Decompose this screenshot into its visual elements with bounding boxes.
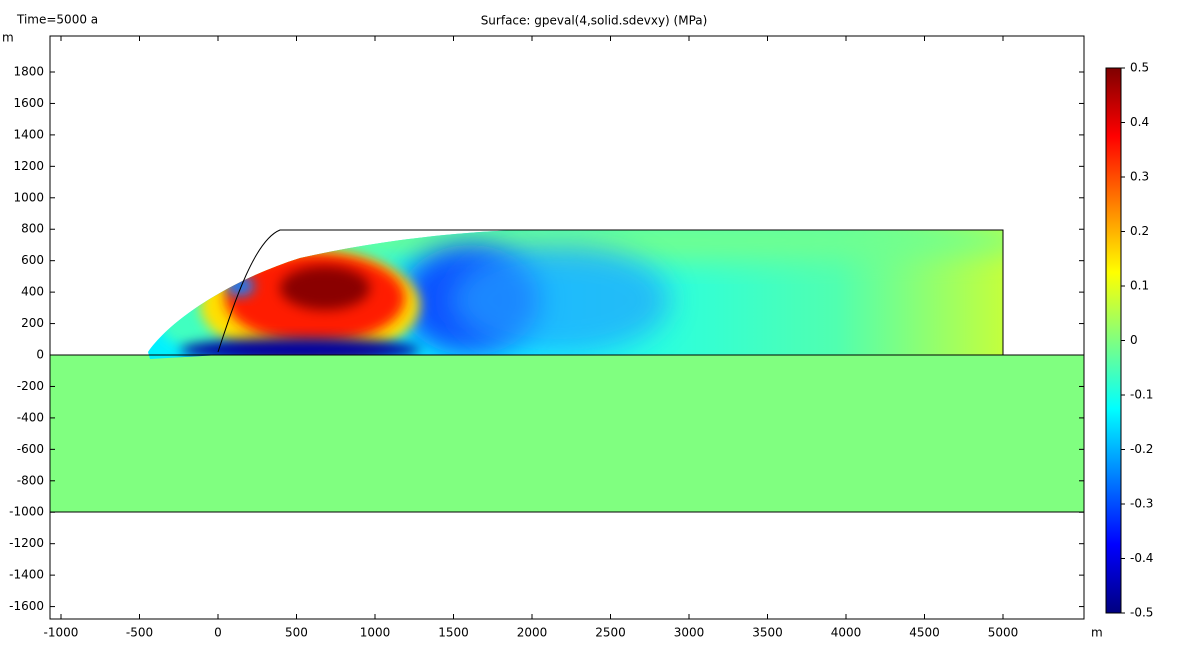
x-tick-label: 2500 xyxy=(595,626,626,640)
y-tick-label: 1600 xyxy=(13,96,44,110)
x-tick-label: 3500 xyxy=(752,626,783,640)
y-tick-label: -1400 xyxy=(9,568,44,582)
x-tick-label: -500 xyxy=(126,626,153,640)
glacier-field xyxy=(148,230,1003,359)
x-tick-label: 2000 xyxy=(517,626,548,640)
x-tick-label: 0 xyxy=(214,626,222,640)
colorbar xyxy=(1105,67,1122,614)
x-tick-label: 4000 xyxy=(831,626,862,640)
x-tick-label: 1000 xyxy=(360,626,391,640)
glacier-outline xyxy=(217,229,1004,355)
x-tick-label: 5000 xyxy=(988,626,1019,640)
colorbar-tick-label: 0 xyxy=(1130,333,1138,347)
y-tick-label: -200 xyxy=(17,379,44,393)
x-tick-label: 4500 xyxy=(909,626,940,640)
y-tick-label: -1200 xyxy=(9,536,44,550)
y-tick-label: -400 xyxy=(17,410,44,424)
x-tick-label: 3000 xyxy=(674,626,705,640)
y-tick-label: 1400 xyxy=(13,127,44,141)
colorbar-tick-label: 0.2 xyxy=(1130,224,1149,238)
colorbar-tick-label: -0.1 xyxy=(1130,388,1153,402)
colorbar-tick-label: -0.3 xyxy=(1130,497,1153,511)
x-tick-label: -1000 xyxy=(44,626,79,640)
surface xyxy=(50,230,1084,512)
chart-title: Surface: gpeval(4,solid.sdevxy) (MPa) xyxy=(481,14,708,28)
y-axis-unit: m xyxy=(2,31,14,45)
colorbar-tick-label: 0.5 xyxy=(1130,61,1149,75)
y-tick-label: 1800 xyxy=(13,65,44,79)
y-tick-label: 200 xyxy=(21,316,44,330)
y-tick-label: -1000 xyxy=(9,505,44,519)
y-tick-label: -800 xyxy=(17,473,44,487)
x-tick-label: 1500 xyxy=(438,626,469,640)
y-tick-label: -1600 xyxy=(9,599,44,613)
colorbar-tick-label: 0.3 xyxy=(1130,170,1149,184)
y-tick-label: 1000 xyxy=(13,190,44,204)
y-tick-label: 600 xyxy=(21,253,44,267)
y-tick-label: 400 xyxy=(21,285,44,299)
colorbar-tick-label: -0.5 xyxy=(1130,606,1153,620)
y-tick-label: -600 xyxy=(17,442,44,456)
colorbar-tick-label: 0.4 xyxy=(1130,115,1149,129)
colorbar-tick-label: 0.1 xyxy=(1130,279,1149,293)
colorbar-tick-label: -0.2 xyxy=(1130,442,1153,456)
bedrock xyxy=(50,355,1084,512)
x-tick-label: 500 xyxy=(285,626,308,640)
y-tick-label: 0 xyxy=(36,348,44,362)
y-tick-label: 1200 xyxy=(13,159,44,173)
x-axis-unit: m xyxy=(1091,626,1103,640)
plot-frame xyxy=(49,35,1085,620)
colorbar-tick-label: -0.4 xyxy=(1130,551,1153,565)
y-tick-label: 800 xyxy=(21,222,44,236)
time-label: Time=5000 a xyxy=(16,13,98,27)
